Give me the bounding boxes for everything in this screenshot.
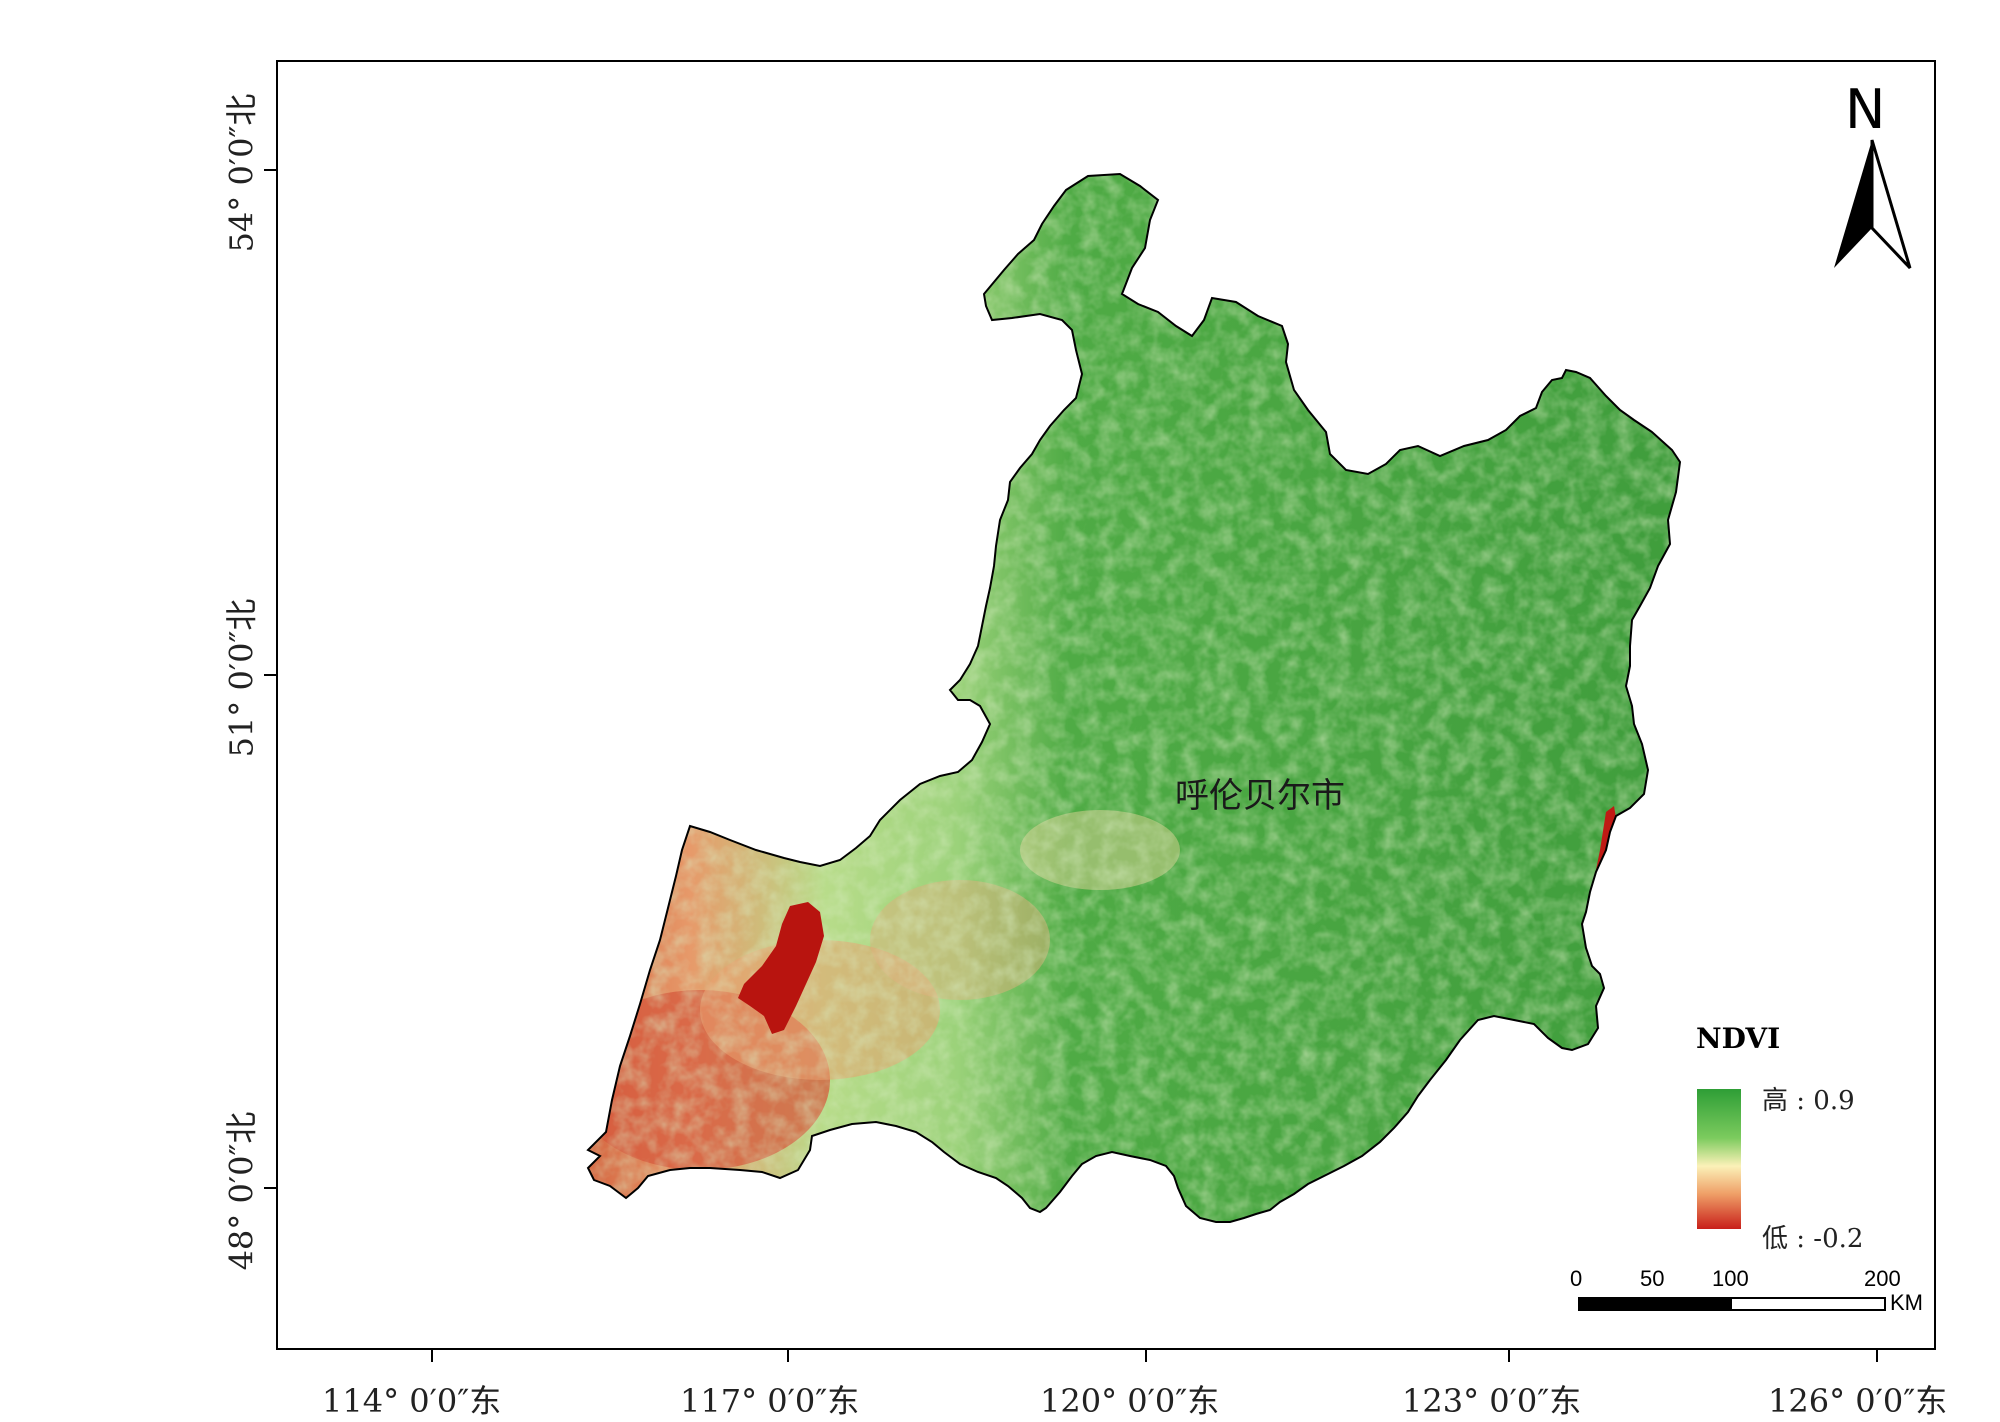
legend-color-ramp xyxy=(1697,1089,1741,1229)
x-tick-label: 114° 0′0″东 xyxy=(322,1382,502,1420)
scalebar xyxy=(1578,1297,1886,1311)
y-tick-label: 54° 0′0″北 xyxy=(222,93,261,253)
north-arrow-icon xyxy=(1834,139,1912,270)
scalebar-tick-label: 50 xyxy=(1640,1266,1665,1291)
y-tick-label: 48° 0′0″北 xyxy=(222,1111,261,1271)
legend-high-label: 高 : 0.9 xyxy=(1762,1086,1855,1116)
scalebar-tick-label: 100 xyxy=(1712,1266,1749,1291)
scalebar-tick-label: 200 xyxy=(1864,1266,1901,1291)
scalebar-tick-label: 0 xyxy=(1570,1266,1583,1291)
x-tick-label: 117° 0′0″东 xyxy=(680,1382,860,1420)
x-tick-label: 120° 0′0″东 xyxy=(1040,1382,1220,1420)
scalebar-unit: KM xyxy=(1890,1290,1923,1315)
scalebar-white-segment xyxy=(1732,1299,1884,1309)
scalebar-black-segment xyxy=(1580,1299,1732,1309)
ndvi-raster xyxy=(588,174,1680,1222)
y-axis-ticks xyxy=(264,169,276,1189)
legend-low-label: 低 : -0.2 xyxy=(1762,1224,1864,1254)
x-tick-label: 126° 0′0″东 xyxy=(1768,1382,1948,1420)
legend-title: NDVI xyxy=(1696,1022,1781,1055)
region-label: 呼伦贝尔市 xyxy=(1175,776,1345,816)
x-axis-ticks xyxy=(431,1350,1878,1362)
north-label: N xyxy=(1845,78,1886,141)
y-tick-label: 51° 0′0″北 xyxy=(222,598,261,758)
x-tick-label: 123° 0′0″东 xyxy=(1402,1382,1582,1420)
lake xyxy=(738,902,824,1034)
